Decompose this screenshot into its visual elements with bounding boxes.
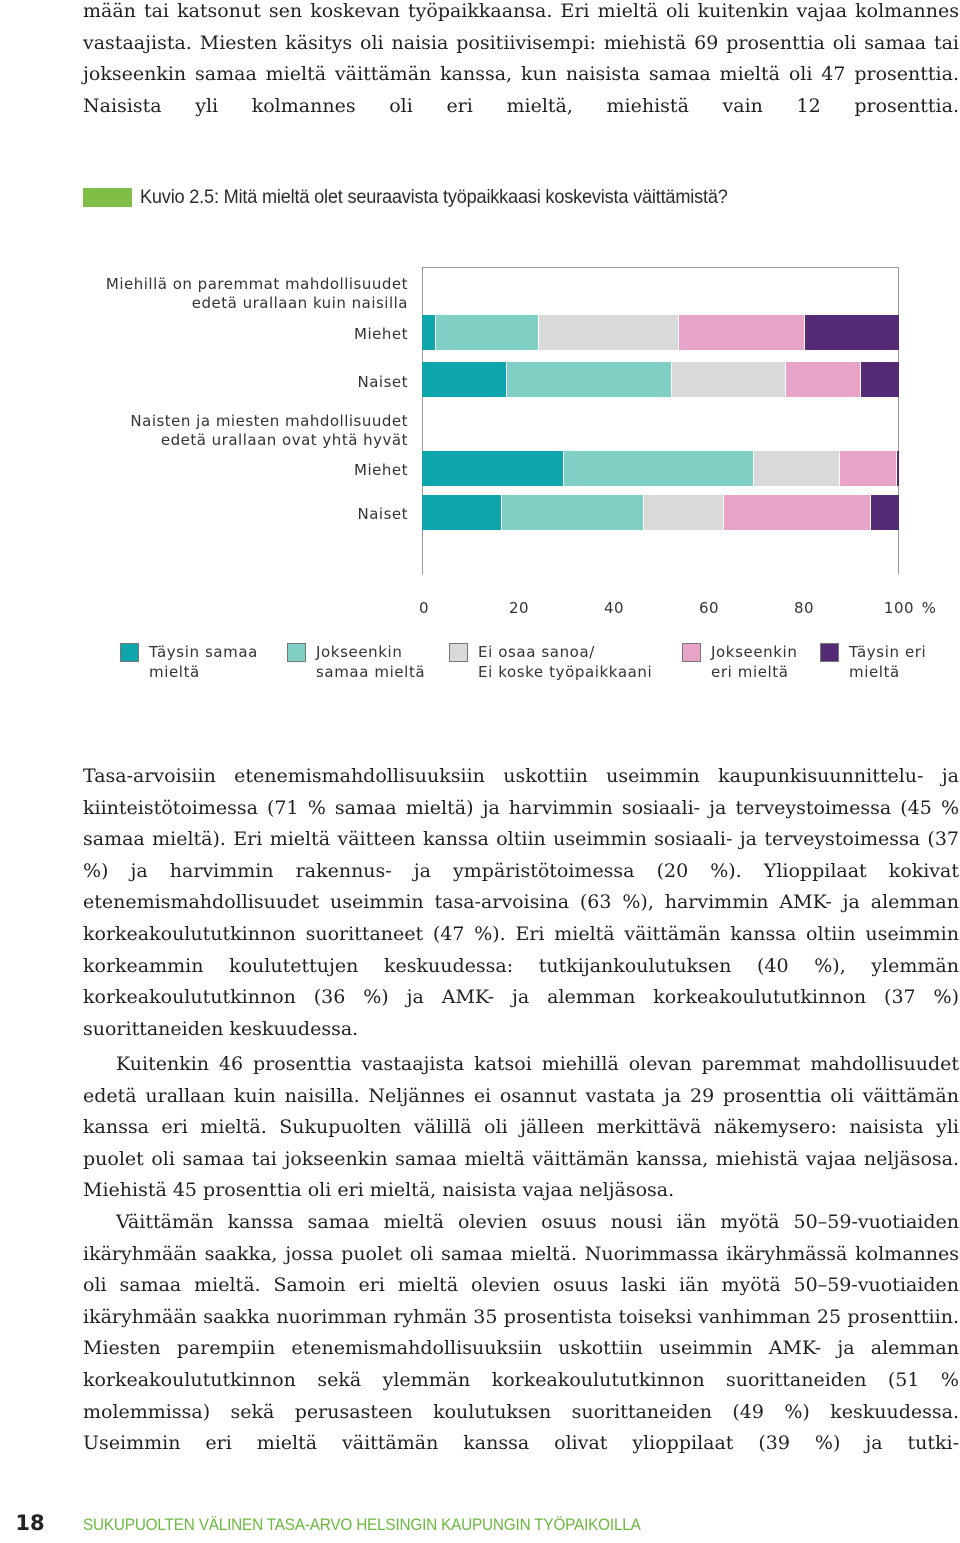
bar-group2-naiset [422, 495, 899, 530]
row-label-group2-miehet: Miehet [354, 461, 408, 479]
legend-item-3: Ei osaa sanoa/ Ei koske työpaikkaani [449, 642, 652, 682]
segment-taysin-samaa [422, 495, 503, 530]
x-tick-0: 0 [418, 599, 430, 617]
x-tick-80: 80 [793, 599, 815, 617]
legend-label: Ei osaa sanoa/ Ei koske työpaikkaani [478, 643, 653, 681]
caption-marker [83, 187, 132, 207]
legend-swatch [287, 643, 306, 662]
segment-taysin-samaa [422, 315, 437, 350]
paragraph-body-3: Väittämän kanssa samaa mieltä olevien os… [83, 1211, 959, 1455]
group-label-1: Miehillä on paremmat mahdollisuudet edet… [105, 275, 408, 312]
segment-jokseenkin-samaa [507, 362, 673, 397]
paragraph-body-1: Tasa-arvoisiin etenemismahdollisuuksiin … [83, 765, 959, 1040]
legend-swatch [120, 643, 139, 662]
legend-item-1: Täysin samaa mieltä [120, 642, 258, 682]
paragraph-top: mään tai katsonut sen koskevan työpaikka… [83, 0, 959, 117]
figure-caption: Kuvio 2.5: Mitä mieltä olet seuraavista … [83, 180, 772, 214]
segment-taysin-samaa [422, 362, 507, 397]
row-label-group2-naiset: Naiset [357, 505, 408, 523]
paragraph-body-2: Kuitenkin 46 prosenttia vastaajista kats… [83, 1053, 959, 1202]
segment-taysin-eri [861, 362, 899, 397]
legend-item-4: Jokseenkin eri mieltä [682, 642, 797, 682]
segment-jokseenkin-eri [839, 451, 897, 486]
chart-frame [422, 267, 899, 574]
segment-jokseenkin-samaa [502, 495, 644, 530]
x-tick-40: 40 [603, 599, 625, 617]
legend-label: Täysin eri mieltä [849, 643, 927, 681]
legend-swatch [682, 643, 701, 662]
segment-ei-osaa-sanoa [754, 451, 840, 486]
segment-jokseenkin-samaa [436, 315, 539, 350]
row-label-group1-miehet: Miehet [354, 325, 408, 343]
bar-group1-miehet [422, 315, 899, 350]
legend-label: Täysin samaa mieltä [149, 643, 258, 681]
legend-swatch [449, 643, 468, 662]
bar-group2-miehet [422, 451, 899, 486]
figure-caption-text: Kuvio 2.5: Mitä mieltä olet seuraavista … [140, 185, 728, 208]
segment-taysin-eri [870, 495, 899, 530]
segment-jokseenkin-eri [724, 495, 871, 530]
page-number: 18 [15, 1511, 45, 1535]
legend-label: Jokseenkin eri mieltä [711, 643, 798, 681]
legend-label: Jokseenkin samaa mieltä [316, 643, 426, 681]
segment-jokseenkin-eri [785, 362, 862, 397]
x-tick-20: 20 [508, 599, 530, 617]
x-tick-60: 60 [698, 599, 720, 617]
segment-jokseenkin-eri [679, 315, 806, 350]
legend-swatch [820, 643, 839, 662]
group-label-2: Naisten ja miesten mahdollisuudet edetä … [130, 412, 408, 449]
segment-taysin-samaa [422, 451, 565, 486]
segment-ei-osaa-sanoa [672, 362, 786, 397]
segment-jokseenkin-samaa [564, 451, 755, 486]
segment-taysin-eri [805, 315, 899, 350]
x-axis-unit: % [921, 599, 937, 617]
x-tick-100: 100 [883, 599, 915, 617]
legend-item-2: Jokseenkin samaa mieltä [287, 642, 425, 682]
segment-ei-osaa-sanoa [538, 315, 680, 350]
running-footer: SUKUPUOLTEN VÄLINEN TASA-ARVO HELSINGIN … [83, 1515, 641, 1534]
bar-group1-naiset [422, 362, 899, 397]
segment-taysin-eri [896, 451, 899, 486]
legend-item-5: Täysin eri mieltä [820, 642, 926, 682]
segment-ei-osaa-sanoa [643, 495, 725, 530]
row-label-group1-naiset: Naiset [357, 373, 408, 391]
